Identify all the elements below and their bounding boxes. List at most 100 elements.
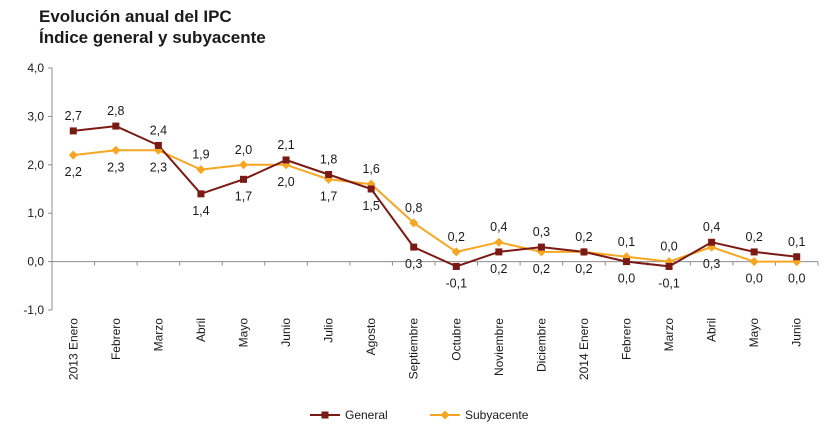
data-point-general xyxy=(154,141,162,149)
data-label-general: 0,2 xyxy=(490,262,507,276)
data-point-general xyxy=(708,238,716,246)
chart-subtitle: Índice general y subyacente xyxy=(39,28,266,47)
data-label-general: 0,2 xyxy=(745,230,762,244)
data-point-subyacente xyxy=(749,257,759,267)
data-label-subyacente: 2,3 xyxy=(150,160,167,174)
data-point-general xyxy=(112,122,120,130)
data-label-general: 0,4 xyxy=(703,220,720,234)
data-label-general: 0,1 xyxy=(788,235,805,249)
x-tick-label: Agosto xyxy=(364,318,378,356)
data-point-subyacente xyxy=(451,247,461,257)
data-label-general: 2,4 xyxy=(150,123,167,137)
chart-axes: 4,0 3,0 2,0 1,0 0,0 -1,0 2013 Enero Febrero Marz… xyxy=(23,61,819,380)
data-label-subyacente: 1,6 xyxy=(362,162,379,176)
data-label-general: 1,7 xyxy=(235,189,252,203)
series-markers xyxy=(68,122,802,270)
x-tick-label: Octubre xyxy=(449,318,463,361)
data-label-general: 0,2 xyxy=(575,230,592,244)
legend-label-general: General xyxy=(345,408,388,422)
data-label-subyacente: 2,0 xyxy=(277,175,294,189)
series-line-subyacente xyxy=(73,149,797,263)
data-label-subyacente: 2,2 xyxy=(65,165,82,179)
x-tick-label: 2014 Enero xyxy=(577,318,591,380)
data-label-general: 1,8 xyxy=(320,152,337,166)
data-label-subyacente: 0,1 xyxy=(618,235,635,249)
data-label-subyacente: 0,8 xyxy=(405,201,422,215)
x-tick-label: Junio xyxy=(790,318,804,347)
x-tick-label: Febrero xyxy=(109,318,123,360)
data-point-general xyxy=(793,253,801,261)
series-line-general xyxy=(73,125,797,268)
data-point-general xyxy=(665,262,673,270)
data-label-general: 2,7 xyxy=(65,109,82,123)
data-label-subyacente: 0,2 xyxy=(533,262,550,276)
data-label-general: 1,4 xyxy=(192,204,209,218)
data-label-subyacente: 2,0 xyxy=(235,143,252,157)
series-lines xyxy=(73,125,797,268)
data-point-subyacente xyxy=(111,145,121,155)
data-point-subyacente xyxy=(494,237,504,247)
data-point-general xyxy=(410,243,418,251)
x-tick-label: Marzo xyxy=(151,318,165,352)
x-tick-label: Mayo xyxy=(747,318,761,348)
x-tick-label: Febrero xyxy=(620,318,634,360)
y-tick-label: 0,0 xyxy=(27,255,44,269)
data-point-general xyxy=(452,262,460,270)
data-label-subyacente: 0,0 xyxy=(745,272,762,286)
y-tick-label: 2,0 xyxy=(27,158,44,172)
data-point-general xyxy=(750,248,758,256)
data-point-general xyxy=(367,185,375,193)
data-point-general xyxy=(69,127,77,135)
data-label-general: -0,1 xyxy=(446,276,468,290)
data-label-subyacente: 0,4 xyxy=(490,220,507,234)
data-label-subyacente: 0,0 xyxy=(788,272,805,286)
x-tick-label: Abril xyxy=(194,318,208,342)
y-tick-label: 1,0 xyxy=(27,206,44,220)
y-tick-label: 4,0 xyxy=(27,61,44,75)
data-label-general: 2,1 xyxy=(277,138,294,152)
data-label-general: -0,1 xyxy=(658,276,680,290)
y-tick-label: 3,0 xyxy=(27,109,44,123)
x-tick-label: Abril xyxy=(705,318,719,342)
data-point-subyacente xyxy=(409,218,419,228)
data-label-general: 0,0 xyxy=(618,272,635,286)
legend-label-subyacente: Subyacente xyxy=(465,408,529,422)
data-point-subyacente xyxy=(239,160,248,170)
data-point-subyacente xyxy=(68,150,78,160)
legend-marker-subyacente xyxy=(440,410,450,420)
chart-legend: General Subyacente xyxy=(310,408,529,422)
data-label-general: 1,5 xyxy=(362,199,379,213)
x-tick-label: Junio xyxy=(279,318,293,347)
data-point-general xyxy=(240,175,247,183)
x-tick-label: Mayo xyxy=(237,318,251,348)
chart-title-block: Evolución anual del IPC Índice general y… xyxy=(39,6,266,48)
data-label-subyacente: 1,7 xyxy=(320,189,337,203)
data-point-general xyxy=(282,156,290,164)
x-tick-label: Septiembre xyxy=(407,318,421,380)
data-label-subyacente: 0,2 xyxy=(575,262,592,276)
data-point-general xyxy=(537,243,545,251)
data-point-general xyxy=(495,248,503,256)
data-point-general xyxy=(197,190,205,198)
x-tick-label: Marzo xyxy=(662,318,676,352)
x-tick-label: Noviembre xyxy=(492,318,506,376)
data-label-subyacente: 1,9 xyxy=(192,148,209,162)
legend-marker-general xyxy=(321,411,329,419)
chart-title: Evolución anual del IPC xyxy=(39,7,232,26)
data-label-general: 0,3 xyxy=(405,257,422,271)
data-label-subyacente: 2,3 xyxy=(107,160,124,174)
data-label-subyacente: 0,2 xyxy=(448,230,465,244)
data-label-subyacente: 0,0 xyxy=(660,240,677,254)
data-label-general: 2,8 xyxy=(107,104,124,118)
x-tick-label: Julio xyxy=(322,318,336,343)
x-tick-label: Diciembre xyxy=(534,318,548,372)
data-label-general: 0,3 xyxy=(533,225,550,239)
y-tick-label: -1,0 xyxy=(23,303,44,317)
data-label-subyacente: 0,3 xyxy=(703,257,720,271)
x-tick-label: 2013 Enero xyxy=(66,318,80,380)
data-labels: 2,7 2,2 2,8 2,3 2,4 2,3 1,4 1,9 1,7 2,0 2,1 2,0 1,8 1… xyxy=(65,104,806,290)
data-point-general xyxy=(580,248,588,256)
data-point-general xyxy=(325,170,333,178)
data-point-general xyxy=(623,258,630,266)
